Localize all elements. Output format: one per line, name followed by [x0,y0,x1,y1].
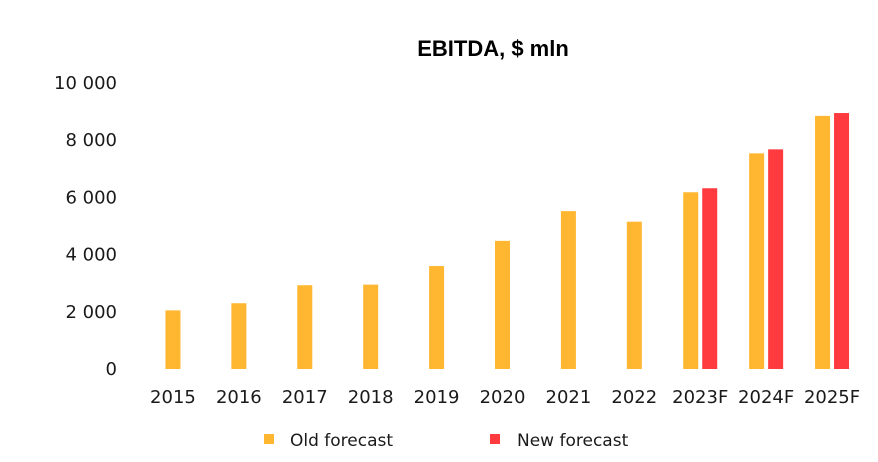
legend: Old forecast New forecast [264,431,629,451]
bar-new-forecast-2023F [702,188,718,369]
bar-old-forecast-2017 [297,285,313,369]
chart-title: EBITDA, $ mln [417,36,569,61]
legend-marker-old-forecast [264,434,274,444]
x-tick-label: 2015 [150,387,196,408]
bar-old-forecast-2019 [429,266,445,369]
x-tick-label: 2018 [348,387,394,408]
y-tick-label: 8 000 [65,130,117,151]
bar-old-forecast-2018 [363,284,379,369]
bar-old-forecast-2024F [749,153,765,369]
bar-old-forecast-2016 [231,303,247,369]
x-tick-label: 2016 [216,387,262,408]
legend-label: New forecast [517,431,629,451]
x-tick-label: 2025F [804,387,860,408]
bar-old-forecast-2021 [560,211,576,369]
x-tick-label: 2021 [546,387,592,408]
bar-new-forecast-2024F [768,149,784,369]
bar-old-forecast-2022 [626,221,642,369]
legend-label: Old forecast [290,431,393,451]
legend-marker-new-forecast [490,434,500,444]
bar-old-forecast-2025F [815,115,831,369]
bar-new-forecast-2025F [834,113,850,369]
bar-old-forecast-2023F [683,192,699,369]
bars [165,113,850,369]
y-axis: 0 2 000 4 000 6 000 8 000 10 000 [54,73,117,380]
x-axis: 2015 2016 2017 2018 2019 2020 2021 2022 2023F 202… [150,387,860,408]
x-tick-label: 2022 [611,387,657,408]
x-tick-label: 2020 [480,387,526,408]
bar-old-forecast-2015 [165,310,181,369]
y-tick-label: 6 000 [65,187,117,208]
x-tick-label: 2024F [738,387,794,408]
x-tick-label: 2017 [282,387,328,408]
x-tick-label: 2019 [414,387,460,408]
x-tick-label: 2023F [672,387,728,408]
bar-old-forecast-2020 [495,240,510,369]
y-tick-label: 4 000 [65,245,117,266]
y-tick-label: 2 000 [65,302,117,323]
y-tick-label: 10 000 [54,73,117,94]
y-tick-label: 0 [106,359,117,380]
